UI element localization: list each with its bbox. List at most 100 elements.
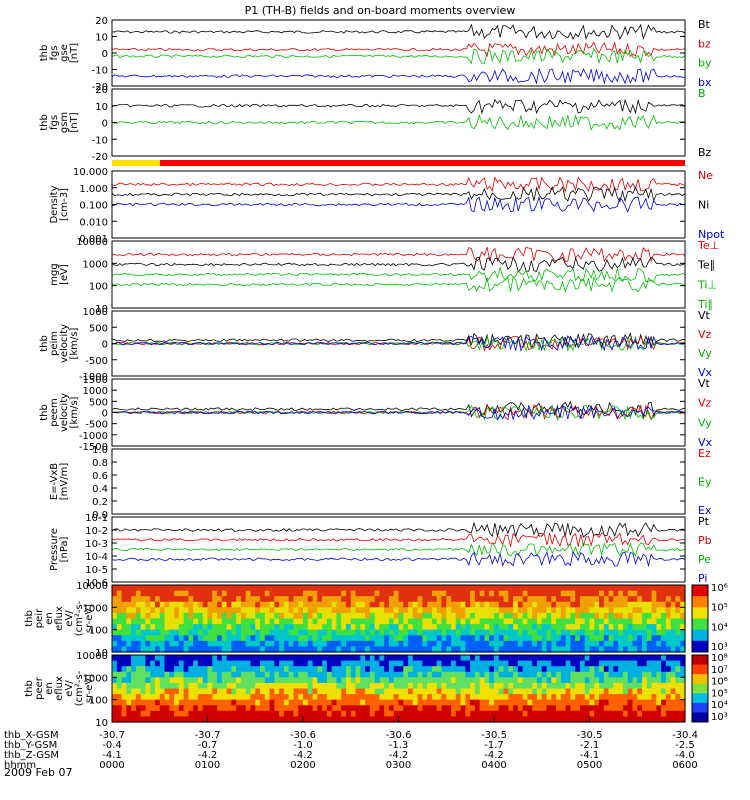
spectrogram-cell bbox=[269, 716, 275, 723]
spectrogram-cell bbox=[240, 666, 247, 673]
spectrogram-cell bbox=[131, 629, 137, 636]
spectrogram-cell bbox=[312, 601, 318, 608]
spectrogram-cell bbox=[637, 635, 643, 642]
spectrogram-cell bbox=[264, 677, 271, 684]
spectrogram-cell bbox=[584, 660, 591, 667]
spectrogram-cell bbox=[455, 671, 462, 678]
spectrogram-cell bbox=[484, 635, 490, 642]
spectrogram-cell bbox=[522, 640, 529, 648]
spectrogram-cell bbox=[145, 660, 151, 667]
spectrogram-cell bbox=[541, 705, 548, 712]
spectrogram-cell bbox=[183, 666, 189, 673]
spectrogram-cell bbox=[451, 607, 457, 614]
spectrogram-cell bbox=[293, 694, 299, 701]
spectrogram-cell bbox=[661, 682, 667, 690]
spectrogram-cell bbox=[642, 666, 648, 673]
spectrogram-cell bbox=[212, 590, 218, 597]
spectrogram-cell bbox=[274, 618, 280, 625]
spectrogram-cell bbox=[221, 624, 228, 631]
spectrogram-cell bbox=[541, 590, 548, 597]
spectrogram-cell bbox=[202, 601, 209, 608]
spectrogram-cell bbox=[541, 677, 548, 684]
spectrogram-cell bbox=[508, 612, 514, 620]
spectrogram-cell bbox=[221, 607, 228, 614]
spectrogram-cell bbox=[355, 607, 361, 614]
spectrogram-cell bbox=[169, 716, 175, 723]
y-tick-label: 1000 bbox=[83, 386, 108, 397]
spectrogram-cell bbox=[670, 682, 677, 690]
spectrogram-cell bbox=[360, 666, 366, 673]
spectrogram-cell bbox=[556, 666, 562, 673]
spectrogram-cell bbox=[345, 607, 352, 614]
spectrogram-cell bbox=[126, 596, 132, 603]
y-axis-label-line: thb bbox=[24, 610, 35, 627]
spectrogram-cell bbox=[398, 585, 404, 592]
spectrogram-cell bbox=[670, 618, 677, 625]
spectrogram-cell bbox=[661, 699, 667, 706]
spectrogram-cell bbox=[379, 585, 385, 592]
spectrogram-cell bbox=[159, 671, 166, 678]
spectrogram-cell bbox=[551, 646, 557, 653]
spectrogram-cell bbox=[403, 635, 409, 642]
spectrogram-cell bbox=[197, 640, 204, 648]
spectrogram-cell bbox=[398, 666, 404, 673]
spectrogram-cell bbox=[470, 629, 476, 636]
spectrogram-cell bbox=[178, 682, 185, 690]
spectrogram-cell bbox=[131, 596, 137, 603]
y-axis-label-line: [nT] bbox=[69, 112, 80, 132]
spectrogram-cell bbox=[293, 710, 299, 718]
spectrogram-cell bbox=[651, 660, 657, 667]
y-tick-label: 10 bbox=[95, 33, 108, 44]
colorbar-segment bbox=[692, 607, 708, 619]
spectrogram-cell bbox=[236, 688, 242, 695]
spectrogram-cell bbox=[317, 705, 323, 712]
spectrogram-cell bbox=[536, 682, 543, 690]
spectrogram-cell bbox=[579, 682, 586, 690]
spectrogram-cell bbox=[551, 629, 557, 636]
spectrogram-cell bbox=[207, 646, 213, 653]
spectrogram-cell bbox=[207, 677, 213, 684]
spectrogram-cell bbox=[494, 596, 500, 603]
spectrogram-cell bbox=[326, 677, 333, 684]
spectrogram-cell bbox=[322, 607, 328, 614]
spectrogram-cell bbox=[169, 710, 175, 718]
y-tick-label: 1500 bbox=[83, 375, 108, 386]
y-tick-label: 100 bbox=[89, 696, 108, 707]
spectrogram-cell bbox=[221, 601, 228, 608]
spectrogram-cell bbox=[484, 655, 490, 662]
spectrogram-cell bbox=[651, 585, 657, 592]
spectrogram-cell bbox=[126, 682, 132, 690]
spectrogram-cell bbox=[551, 655, 557, 662]
spectrogram-cell bbox=[121, 688, 127, 695]
spectrogram-cell bbox=[622, 705, 629, 712]
spectrogram-cell bbox=[126, 705, 132, 712]
spectrogram-cell bbox=[331, 646, 338, 653]
spectrogram-cell bbox=[513, 596, 519, 603]
spectrogram-cell bbox=[627, 590, 634, 597]
spectrogram-cell bbox=[240, 612, 247, 620]
spectrogram-cell bbox=[474, 682, 481, 690]
spectrogram-cell bbox=[670, 716, 677, 723]
spectrogram-cell bbox=[126, 646, 132, 653]
spectrogram-cell bbox=[431, 596, 438, 603]
spectrogram-cell bbox=[489, 635, 495, 642]
spectrogram-cell bbox=[250, 705, 256, 712]
spectrogram-cell bbox=[336, 666, 342, 673]
spectrogram-cell bbox=[599, 660, 605, 667]
spectrogram-cell bbox=[408, 640, 414, 648]
spectrogram-cell bbox=[135, 596, 142, 603]
spectrogram-cell bbox=[116, 655, 123, 662]
spectrogram-cell bbox=[221, 666, 228, 673]
spectrogram-cell bbox=[312, 607, 318, 614]
spectrogram-cell bbox=[331, 624, 338, 631]
spectrogram-cell bbox=[341, 612, 347, 620]
spectrogram-cell bbox=[169, 624, 175, 631]
spectrogram-cell bbox=[154, 655, 161, 662]
spectrogram-cell bbox=[345, 596, 352, 603]
spectrogram-cell bbox=[642, 585, 648, 592]
spectrogram-cell bbox=[317, 688, 323, 695]
spectrogram-cell bbox=[298, 710, 304, 718]
spectrogram-cell bbox=[603, 710, 610, 718]
spectrogram-cell bbox=[264, 710, 271, 718]
spectrogram-cell bbox=[202, 682, 209, 690]
